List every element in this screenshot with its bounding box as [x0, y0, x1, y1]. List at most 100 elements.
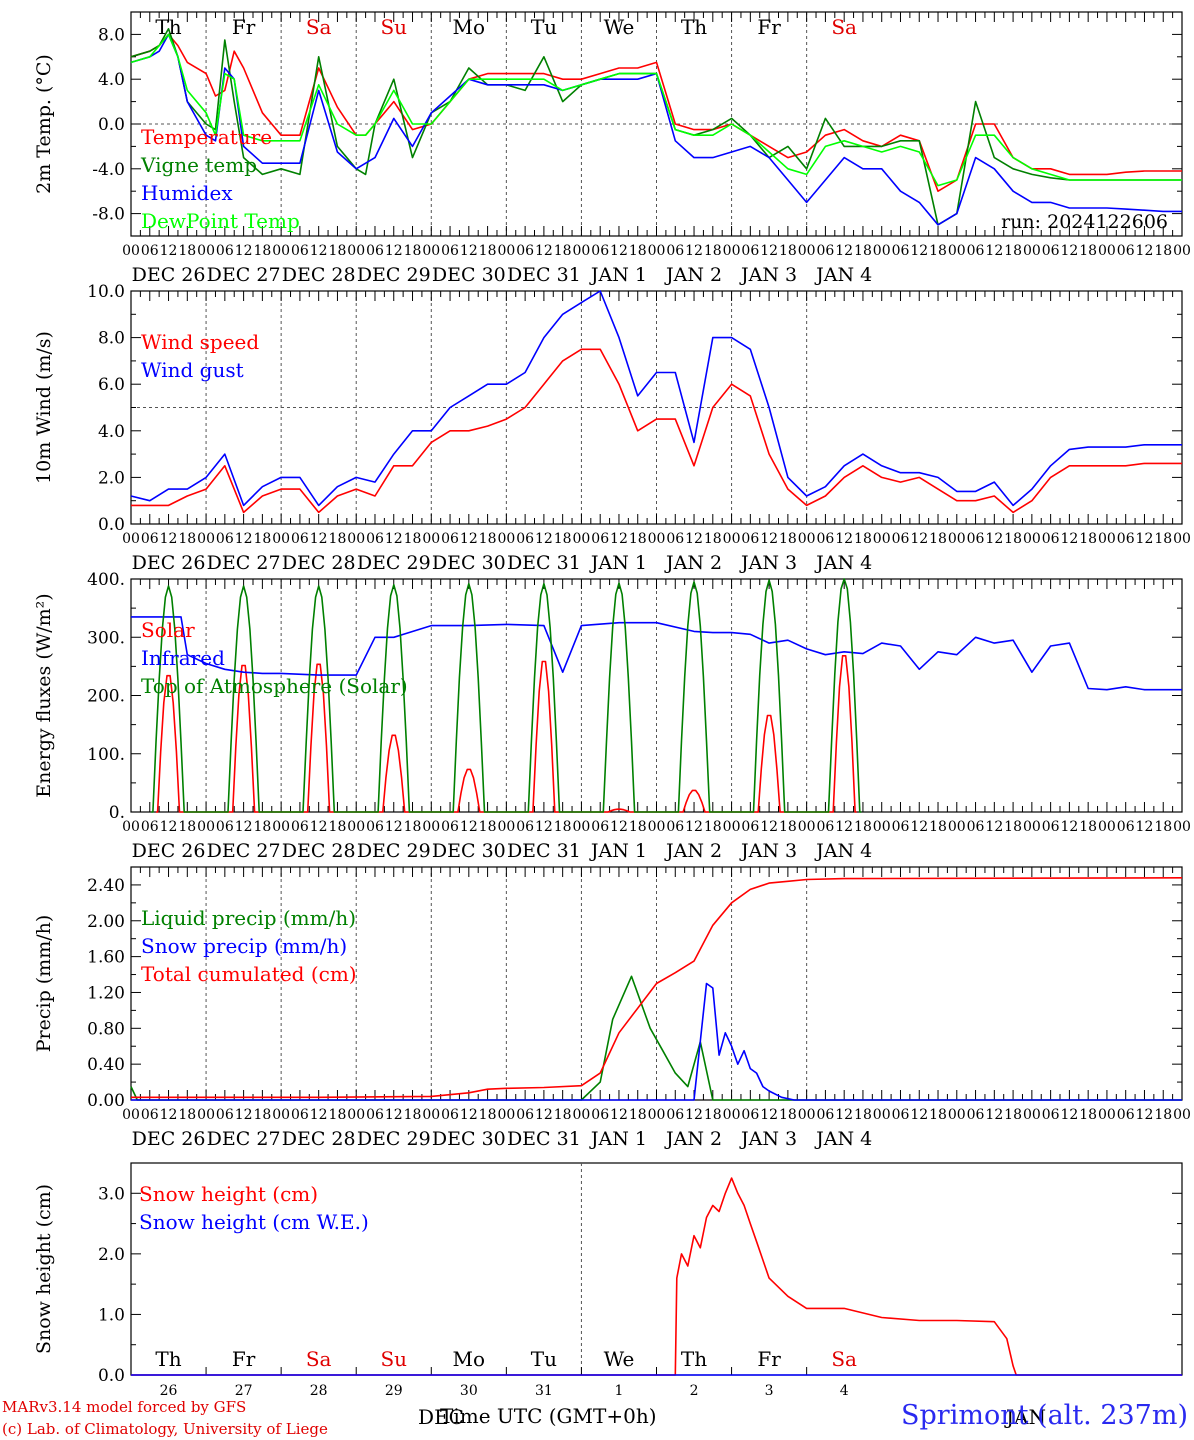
weekday-label: Sa	[831, 15, 857, 39]
hour-tick-label: 00	[197, 243, 215, 259]
legend-entry: Temperature	[141, 125, 272, 149]
hour-tick-label: 00	[573, 531, 591, 547]
weekday-label: Fr	[757, 15, 781, 39]
y-tick-label: 1.20	[87, 983, 125, 1003]
weekday-label: Fr	[232, 1347, 256, 1371]
date-label: DEC 27	[207, 1128, 281, 1150]
weekday-label: Th	[681, 15, 707, 39]
series-line-wind-gust	[130, 290, 1182, 507]
hour-tick-label: 06	[1042, 1107, 1060, 1123]
date-label: JAN 1	[589, 1128, 647, 1150]
hour-tick-label: 18	[404, 243, 422, 259]
hour-tick-label: 00	[422, 531, 440, 547]
hour-tick-label: 00	[948, 819, 966, 835]
hour-tick-label: 00	[798, 1107, 816, 1123]
hour-tick-label: 18	[929, 819, 947, 835]
hour-tick-label: 12	[385, 1107, 403, 1123]
hour-tick-label: 06	[892, 1107, 910, 1123]
hour-tick-label: 00	[1023, 819, 1041, 835]
day-number-label: 28	[310, 1383, 328, 1399]
hour-tick-label: 00	[122, 819, 140, 835]
day-number-label: 4	[840, 1383, 849, 1399]
y-tick-label: 0.0	[98, 1366, 125, 1386]
hour-tick-label: 06	[441, 531, 459, 547]
hour-tick-label: 00	[648, 819, 666, 835]
hour-tick-label: 18	[178, 531, 196, 547]
date-label: DEC 29	[357, 552, 431, 574]
hour-tick-label: 00	[197, 819, 215, 835]
series-line-snow-precip-mm-h-	[131, 982, 1182, 1101]
hour-tick-label: 18	[1154, 819, 1172, 835]
series-line-temperature	[130, 33, 1182, 192]
hour-tick-label: 06	[516, 243, 534, 259]
hour-tick-label: 12	[310, 819, 328, 835]
hour-tick-label: 00	[1173, 1107, 1191, 1123]
hour-tick-label: 00	[422, 243, 440, 259]
date-label: DEC 31	[507, 840, 581, 862]
month-label: DEC	[418, 1405, 464, 1429]
hour-tick-label: 06	[291, 1107, 309, 1123]
hour-tick-label: 18	[178, 1107, 196, 1123]
date-label: DEC 29	[357, 1128, 431, 1150]
hour-tick-label: 06	[291, 819, 309, 835]
hour-tick-label: 12	[910, 243, 928, 259]
hour-tick-label: 12	[235, 243, 253, 259]
hour-tick-label: 00	[873, 243, 891, 259]
date-label: DEC 29	[357, 264, 431, 286]
hour-tick-label: 06	[516, 819, 534, 835]
date-label: DEC 27	[207, 840, 281, 862]
hour-tick-label: 18	[253, 1107, 271, 1123]
day-number-label: 31	[535, 1383, 553, 1399]
hour-tick-label: 12	[985, 243, 1003, 259]
hour-tick-label: 00	[1098, 1107, 1116, 1123]
hour-tick-label: 18	[1079, 531, 1097, 547]
day-number-label: 27	[235, 1383, 253, 1399]
series-line-total-cumulated-cm-	[131, 876, 1183, 1099]
hour-tick-label: 12	[310, 531, 328, 547]
hour-tick-label: 12	[835, 243, 853, 259]
hour-tick-label: 06	[816, 531, 834, 547]
hour-tick-label: 12	[385, 243, 403, 259]
hour-tick-label: 18	[1004, 531, 1022, 547]
y-tick-label: 100.	[87, 745, 125, 765]
hour-tick-label: 12	[160, 819, 178, 835]
y-axis-label: 10m Wind (m/s)	[33, 331, 55, 484]
y-tick-label: 10.0	[87, 282, 125, 302]
y-tick-label: 2.0	[98, 468, 125, 488]
y-tick-label: 300.	[87, 628, 125, 648]
hour-tick-label: 06	[741, 531, 759, 547]
series-line-wind-speed	[131, 348, 1182, 514]
legend-entry: Snow height (cm)	[139, 1182, 318, 1206]
hour-tick-label: 12	[685, 819, 703, 835]
hour-tick-label: 18	[329, 819, 347, 835]
hour-tick-label: 06	[291, 531, 309, 547]
y-tick-label: 0.00	[87, 1091, 125, 1111]
hour-tick-label: 06	[141, 819, 159, 835]
hour-tick-label: 00	[573, 1107, 591, 1123]
hour-tick-label: 12	[985, 1107, 1003, 1123]
hour-tick-label: 18	[178, 819, 196, 835]
hour-tick-label: 06	[1117, 243, 1135, 259]
hour-tick-label: 12	[1136, 243, 1154, 259]
hour-tick-label: 00	[1098, 819, 1116, 835]
hour-tick-label: 00	[723, 243, 741, 259]
hour-tick-label: 18	[178, 243, 196, 259]
hour-tick-label: 18	[854, 1107, 872, 1123]
hour-tick-label: 00	[798, 243, 816, 259]
weekday-label: We	[604, 1347, 635, 1371]
date-label: JAN 1	[589, 840, 647, 862]
date-label: DEC 26	[132, 552, 206, 574]
hour-tick-label: 06	[216, 1107, 234, 1123]
hour-tick-label: 00	[497, 819, 515, 835]
day-number-label: 26	[160, 1383, 178, 1399]
run-label: run: 2024122606	[1001, 211, 1168, 233]
hour-tick-label: 12	[760, 819, 778, 835]
date-label: JAN 3	[739, 264, 797, 286]
hour-tick-label: 06	[366, 819, 384, 835]
hour-tick-label: 18	[253, 531, 271, 547]
date-label: JAN 4	[814, 840, 872, 862]
weekday-label: Th	[155, 1347, 181, 1371]
hour-tick-label: 18	[929, 243, 947, 259]
hour-tick-label: 18	[1154, 531, 1172, 547]
hour-tick-label: 12	[460, 531, 478, 547]
